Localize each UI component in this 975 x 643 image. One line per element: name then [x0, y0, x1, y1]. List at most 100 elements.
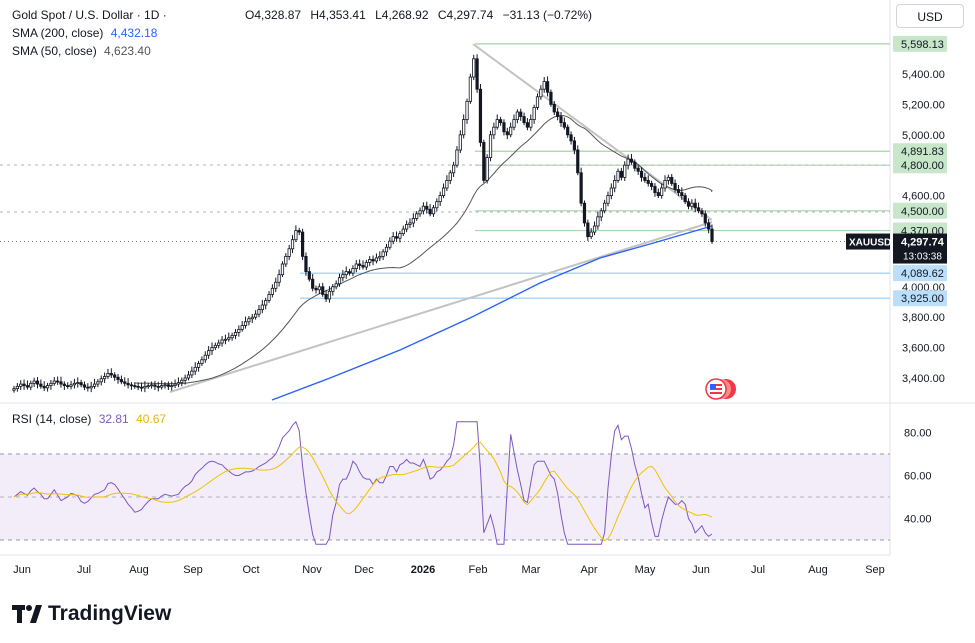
candle-body: [482, 141, 486, 181]
candle-body: [230, 335, 234, 339]
candle-body: [425, 205, 429, 210]
candle-body: [455, 149, 459, 166]
price-level-label: 4,089.62: [901, 268, 944, 280]
candle-body: [421, 205, 426, 212]
candle-body: [452, 164, 456, 174]
candle-body: [297, 230, 301, 233]
candle-body: [552, 104, 556, 113]
candle-body: [495, 119, 499, 128]
logo-text: TradingView: [48, 602, 172, 625]
sma50-line: [134, 114, 713, 385]
candle-body: [515, 111, 519, 120]
candle-body: [542, 81, 546, 90]
candle-body: [556, 111, 560, 117]
candle-body: [247, 318, 251, 323]
candle-body: [126, 382, 130, 386]
candle-body: [405, 224, 409, 230]
tradingview-logo[interactable]: TradingView: [12, 601, 171, 627]
candle-body: [257, 309, 261, 315]
sma50-legend[interactable]: SMA (50, close) 4,623.40: [12, 43, 155, 59]
chart-legend-title: Gold Spot / U.S. Dollar · 1D ·: [12, 7, 171, 23]
candle-body: [22, 383, 26, 386]
candle-body: [388, 240, 392, 248]
candle-body: [290, 239, 295, 250]
time-tick-label: Jun: [692, 564, 710, 576]
candle-body: [545, 81, 550, 93]
candle-body: [666, 176, 670, 181]
candle-body: [39, 383, 43, 387]
candle-body: [368, 259, 372, 263]
candle-body: [223, 338, 228, 341]
candle-body: [636, 167, 640, 172]
rsi-axis[interactable]: 80.00 60.00 40.00: [904, 428, 932, 526]
candle-body: [381, 251, 385, 257]
candle-body: [294, 230, 298, 241]
countdown-label: 13:03:38: [903, 252, 942, 263]
candle-body: [32, 380, 36, 384]
price-level-badge: [893, 202, 947, 219]
trendlines: [169, 43, 713, 393]
rsi-line: [13, 420, 713, 545]
candle-body: [351, 268, 355, 274]
rsi-ma-line: [13, 441, 713, 542]
candle-body: [438, 195, 442, 203]
candle-body: [586, 222, 590, 238]
time-tick-label: Nov: [302, 564, 322, 576]
ohlc-low: L4,268.92: [375, 8, 429, 22]
rsi-legend[interactable]: RSI (14, close) 32.81 40.67: [12, 411, 170, 427]
candle-body: [549, 91, 553, 105]
candle-body: [210, 347, 214, 352]
candle-body: [136, 385, 140, 388]
candle-body: [190, 370, 194, 376]
candle-body: [592, 225, 597, 233]
time-tick-label: Dec: [354, 564, 374, 576]
candle-body: [42, 385, 46, 389]
candle-body: [498, 119, 503, 124]
candle-body: [327, 290, 332, 300]
candle-body: [401, 228, 405, 234]
candle-body: [609, 187, 613, 196]
candle-body: [686, 201, 691, 207]
candle-body: [445, 179, 449, 189]
price-level-label: 5,598.13: [901, 39, 944, 51]
candle-body: [492, 126, 496, 136]
candle-body: [660, 187, 664, 196]
candle-body: [505, 131, 509, 136]
candle-body: [643, 176, 647, 181]
candle-body: [347, 271, 352, 274]
currency-button[interactable]: USD: [896, 4, 964, 28]
candle-body: [304, 255, 308, 272]
candle-body: [683, 195, 687, 203]
candle-body: [354, 263, 358, 269]
candle-body: [52, 380, 56, 384]
candle-body: [163, 384, 167, 387]
candle-body: [663, 179, 667, 189]
candle-body: [106, 373, 110, 377]
candle-body: [522, 116, 526, 124]
candle-body: [653, 186, 657, 193]
candle-body: [56, 380, 60, 383]
candle-body: [334, 283, 338, 288]
candle-body: [139, 386, 144, 389]
candle-body: [539, 88, 543, 98]
candle-body: [72, 382, 77, 386]
price-level-badge: [893, 157, 947, 174]
candle-body: [237, 328, 241, 333]
candle-body: [485, 157, 489, 181]
price-tick-label: 5,400.00: [902, 69, 945, 81]
us-flag-event-icon[interactable]: [705, 378, 736, 400]
sma200-legend[interactable]: SMA (200, close) 4,432.18: [12, 25, 161, 41]
candle-body: [227, 337, 231, 340]
symbol-title[interactable]: Gold Spot / U.S. Dollar · 1D ·: [12, 8, 167, 22]
candle-body: [300, 231, 305, 257]
candle-body: [441, 187, 446, 196]
candle-body: [562, 122, 566, 128]
time-tick-label: Jul: [77, 564, 91, 576]
time-axis[interactable]: Jun Jul Aug Sep Oct Nov Dec 2026 Feb Mar Apr May Jun…: [13, 564, 885, 576]
candle-body: [207, 350, 211, 356]
candle-body: [317, 286, 321, 291]
price-levels: [0, 43, 890, 299]
candle-body: [170, 385, 174, 388]
candle-body: [260, 304, 264, 311]
